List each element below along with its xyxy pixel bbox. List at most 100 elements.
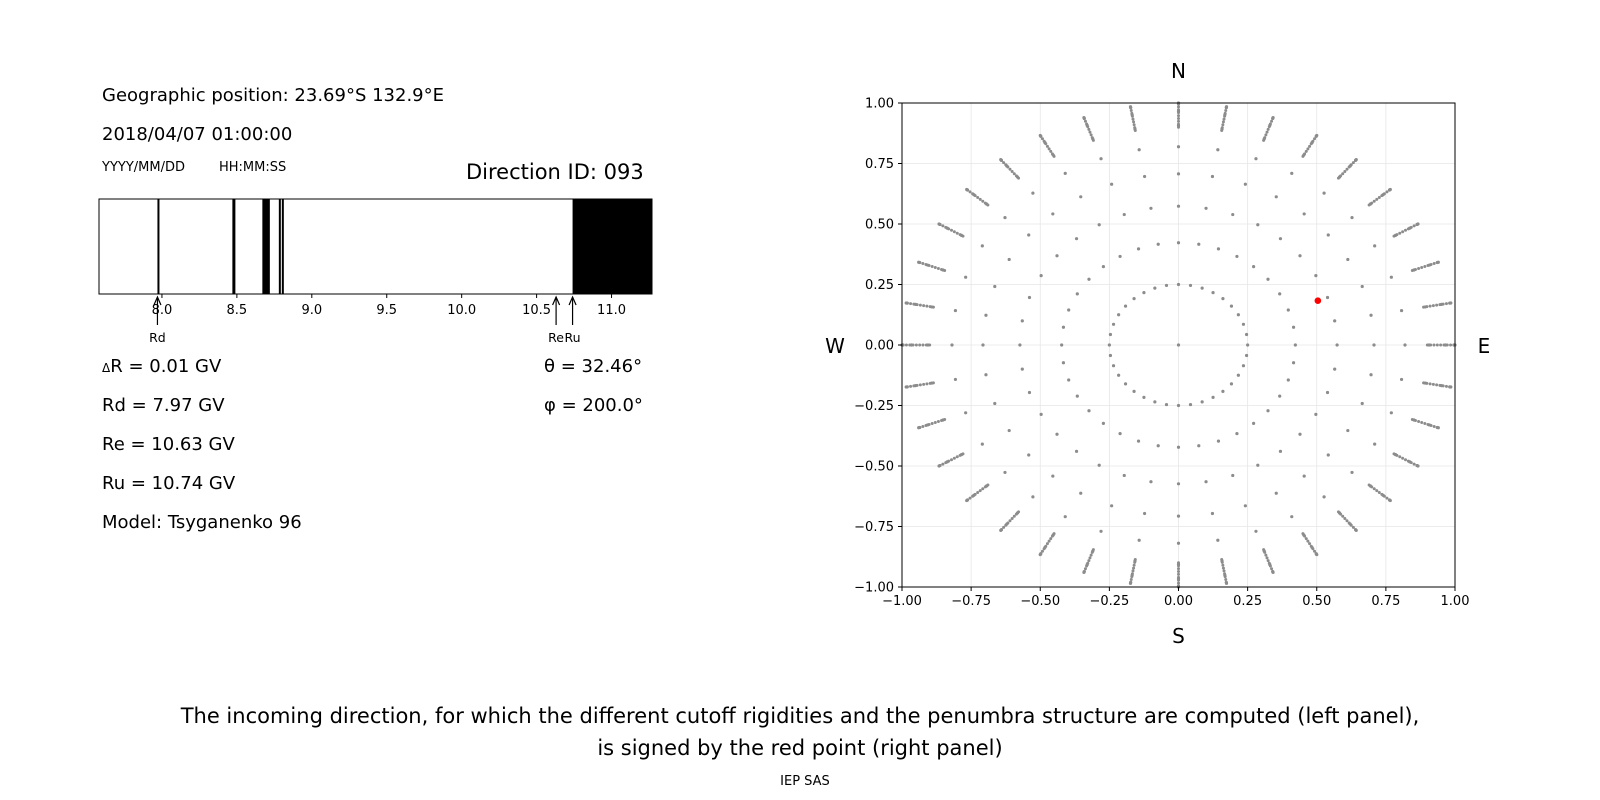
direction-point bbox=[1309, 544, 1313, 548]
direction-point bbox=[961, 452, 965, 456]
direction-point bbox=[1130, 111, 1134, 115]
direction-point bbox=[1177, 570, 1180, 574]
direction-point bbox=[943, 417, 947, 421]
direction-point bbox=[1060, 343, 1064, 347]
direction-point bbox=[1322, 495, 1326, 499]
direction-point bbox=[1370, 201, 1374, 205]
delta-r-text: R = 0.01 GV bbox=[110, 356, 222, 377]
direction-point bbox=[1235, 431, 1239, 436]
direction-point bbox=[993, 284, 997, 289]
forbidden-band bbox=[157, 199, 160, 294]
direction-point bbox=[1298, 254, 1302, 258]
direction-point bbox=[1149, 206, 1153, 210]
direction-point bbox=[1177, 561, 1180, 565]
direction-point bbox=[1360, 401, 1364, 406]
direction-point bbox=[1423, 265, 1427, 269]
direction-point bbox=[1101, 265, 1105, 269]
direction-point bbox=[1256, 223, 1260, 227]
direction-point bbox=[1164, 402, 1169, 407]
forbidden-band bbox=[278, 199, 281, 294]
direction-point bbox=[1221, 566, 1225, 570]
direction-point bbox=[947, 227, 951, 231]
direction-point bbox=[1347, 521, 1351, 525]
compass-north-label: N bbox=[1171, 59, 1186, 83]
y-tick-label: −0.50 bbox=[854, 460, 894, 475]
direction-id: Direction ID: 093 bbox=[466, 160, 644, 184]
delta-r-value: ΔR = 0.01 GV bbox=[102, 356, 221, 377]
direction-point bbox=[1074, 449, 1079, 453]
direction-point bbox=[1063, 171, 1067, 175]
direction-point bbox=[1360, 284, 1364, 289]
direction-point bbox=[968, 496, 972, 500]
direction-point bbox=[1304, 537, 1308, 541]
direction-point bbox=[1223, 572, 1227, 576]
marker-arrowhead bbox=[153, 295, 162, 306]
direction-point bbox=[918, 303, 922, 307]
direction-point bbox=[931, 305, 935, 309]
direction-point bbox=[1349, 163, 1353, 167]
direction-point bbox=[981, 343, 985, 347]
direction-point bbox=[1404, 458, 1408, 462]
direction-point bbox=[1049, 537, 1053, 541]
direction-point bbox=[1314, 552, 1318, 556]
direction-point bbox=[1404, 228, 1408, 232]
direction-point bbox=[936, 419, 940, 423]
date-format-label: YYYY/MM/DD bbox=[102, 160, 185, 175]
direction-point bbox=[1089, 553, 1093, 557]
direction-point bbox=[973, 194, 977, 198]
direction-point bbox=[1042, 547, 1046, 551]
direction-point bbox=[1132, 120, 1136, 124]
direction-point bbox=[964, 275, 968, 279]
direction-point bbox=[1220, 557, 1224, 561]
direction-point bbox=[1200, 286, 1204, 290]
direction-point bbox=[1373, 442, 1377, 446]
direction-point bbox=[1392, 234, 1396, 238]
direction-point bbox=[1241, 364, 1246, 368]
direction-point bbox=[1018, 343, 1022, 347]
direction-point bbox=[1380, 194, 1384, 198]
footer-credit: IEP SAS bbox=[780, 774, 830, 789]
x-tick-label: 0.75 bbox=[1371, 594, 1400, 609]
direction-point bbox=[1385, 496, 1389, 500]
y-tick-label: 1.00 bbox=[865, 97, 894, 112]
direction-point bbox=[1090, 136, 1094, 140]
direction-point bbox=[949, 228, 953, 232]
direction-point bbox=[1020, 367, 1024, 371]
direction-point bbox=[1367, 203, 1371, 207]
direction-point bbox=[986, 483, 990, 487]
direction-point bbox=[1075, 292, 1079, 296]
direction-point bbox=[912, 302, 916, 306]
direction-point bbox=[1136, 439, 1141, 443]
direction-point bbox=[1110, 504, 1114, 508]
compass-west-label: W bbox=[825, 334, 845, 358]
direction-point bbox=[1082, 117, 1086, 121]
direction-point bbox=[1398, 455, 1402, 459]
direction-point bbox=[1428, 382, 1432, 386]
direction-point bbox=[933, 266, 937, 270]
direction-point bbox=[1027, 390, 1032, 395]
direction-point bbox=[1224, 108, 1228, 112]
direction-point bbox=[1086, 125, 1090, 129]
direction-point bbox=[958, 453, 962, 457]
direction-point bbox=[1050, 534, 1054, 538]
direction-point bbox=[1373, 244, 1377, 248]
direction-point bbox=[1432, 262, 1436, 266]
direction-point bbox=[1270, 567, 1274, 571]
theta-value: θ = 32.46° bbox=[544, 356, 643, 377]
direction-point bbox=[1343, 517, 1347, 521]
direction-point bbox=[1306, 539, 1310, 543]
direction-point bbox=[1314, 134, 1318, 138]
direction-point bbox=[1438, 303, 1442, 307]
direction-point bbox=[1412, 462, 1416, 466]
direction-point bbox=[1142, 395, 1146, 399]
direction-point bbox=[1099, 157, 1103, 161]
direction-point bbox=[1083, 119, 1087, 123]
direction-point bbox=[918, 261, 922, 265]
direction-point bbox=[1176, 343, 1181, 347]
direction-point bbox=[1177, 119, 1180, 123]
direction-point bbox=[1220, 560, 1224, 564]
direction-point bbox=[1303, 152, 1307, 156]
direction-point bbox=[941, 224, 945, 228]
direction-point bbox=[981, 487, 985, 491]
direction-point bbox=[1012, 172, 1016, 176]
